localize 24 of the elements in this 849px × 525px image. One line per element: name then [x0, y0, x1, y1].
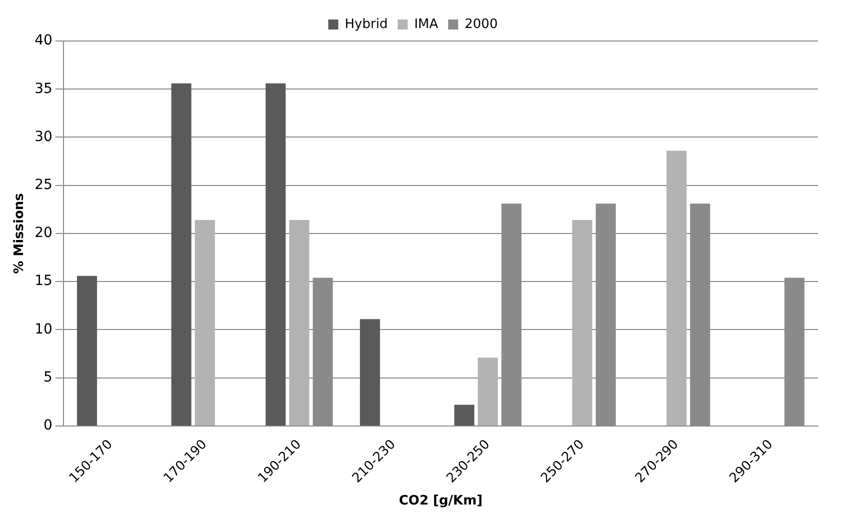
legend-label: IMA [414, 16, 438, 32]
y-tick-label: 0 [43, 418, 52, 434]
y-tick-label: 5 [43, 369, 52, 386]
y-tick-label: 30 [34, 128, 52, 145]
y-tick-label: 10 [34, 321, 52, 338]
bar [289, 220, 310, 426]
y-tick-label: 35 [34, 80, 52, 97]
bar [266, 83, 286, 426]
y-tick-label: 20 [34, 225, 52, 242]
y-tick-label: 40 [34, 32, 52, 49]
y-tick-label: 25 [34, 177, 52, 193]
legend-label: Hybrid [344, 16, 388, 32]
bar [76, 276, 98, 426]
y-axis-title: % Missions [12, 192, 28, 274]
bar [478, 358, 498, 426]
bar [360, 319, 380, 426]
bar [454, 404, 474, 426]
bar [194, 220, 215, 426]
bar [572, 220, 592, 426]
x-axis-title: CO2 [g/Km] [398, 494, 483, 509]
bar [666, 150, 687, 426]
y-tick-label: 15 [34, 273, 52, 290]
bar [171, 83, 192, 426]
legend-label: 2000 [464, 16, 498, 32]
